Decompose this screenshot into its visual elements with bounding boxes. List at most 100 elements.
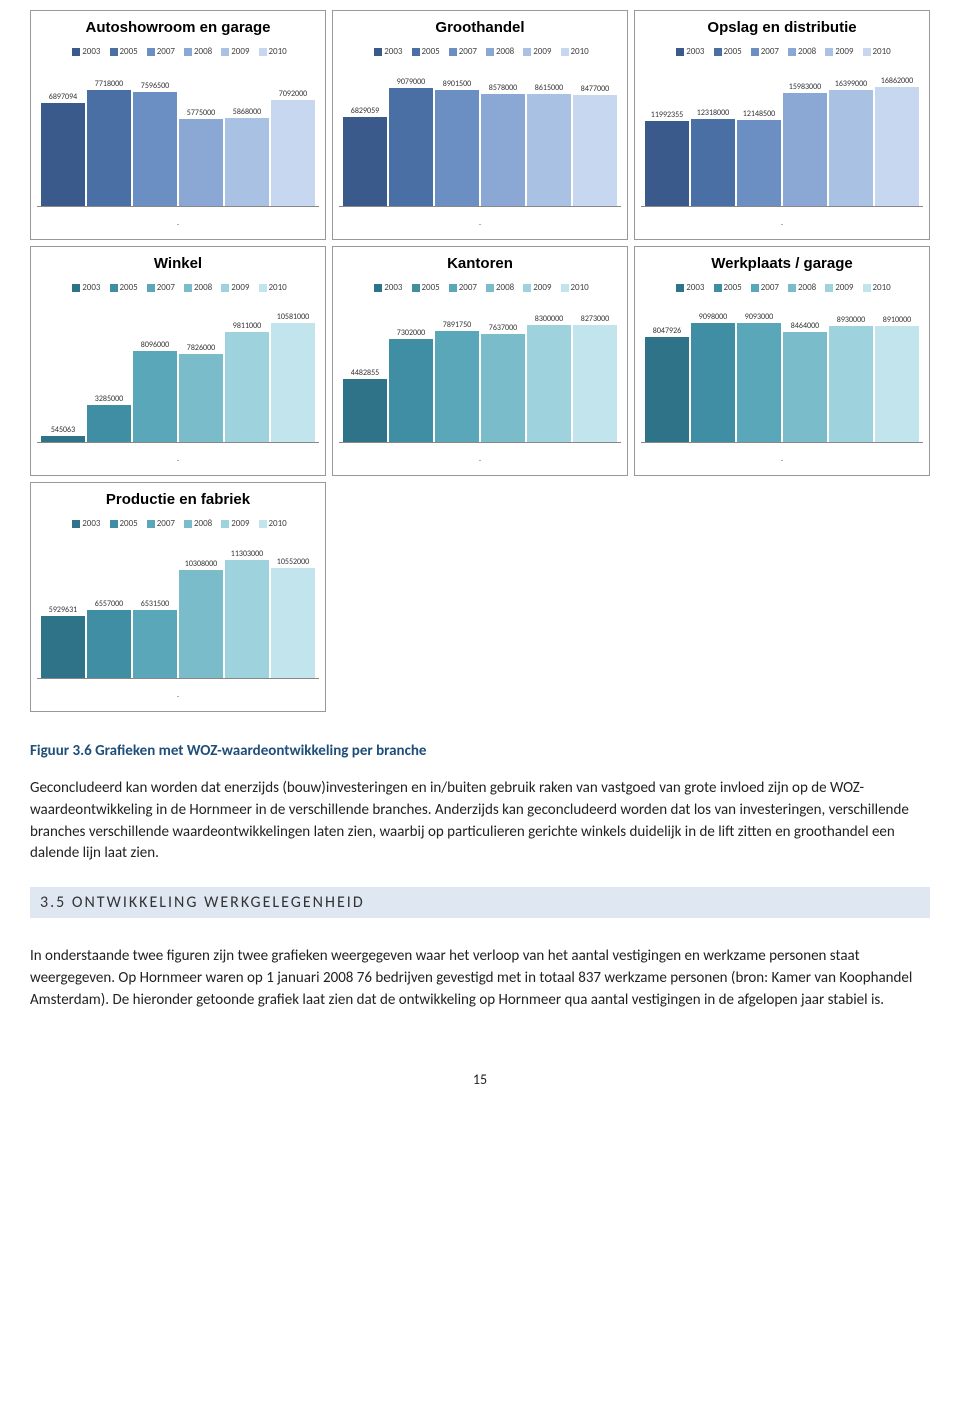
legend-swatch xyxy=(486,48,494,56)
legend-item: 2007 xyxy=(144,518,175,529)
bar-value-label: 9093000 xyxy=(745,313,773,321)
bar xyxy=(225,332,269,442)
legend-item: 2010 xyxy=(256,282,287,293)
bar xyxy=(737,120,781,206)
legend-swatch xyxy=(676,284,684,292)
section-heading: 3.5 ONTWIKKELING WERKGELEGENHEID xyxy=(30,887,930,918)
bar-wrap: 7596500 xyxy=(133,67,177,206)
bars-area: 6829059907900089015008578000861500084770… xyxy=(339,67,621,207)
legend-swatch xyxy=(412,284,420,292)
bar xyxy=(435,90,479,206)
bar xyxy=(133,92,177,206)
axis-placeholder: - xyxy=(339,219,621,230)
legend-swatch xyxy=(110,284,118,292)
chart-cell: Werkplaats / garage200320052007200820092… xyxy=(634,246,930,476)
legend-swatch xyxy=(374,284,382,292)
legend-swatch xyxy=(863,284,871,292)
legend-item: 2009 xyxy=(218,282,249,293)
legend-item: 2003 xyxy=(371,282,402,293)
chart-title: Productie en fabriek xyxy=(37,491,319,508)
bar xyxy=(41,103,85,206)
bar-value-label: 10552000 xyxy=(277,558,309,566)
axis-placeholder: - xyxy=(339,455,621,466)
bar-value-label: 3285000 xyxy=(95,395,123,403)
bar-value-label: 8273000 xyxy=(581,315,609,323)
bar xyxy=(225,560,269,678)
bar-wrap: 15983000 xyxy=(783,67,827,206)
bar xyxy=(179,119,223,206)
bar-wrap: 5775000 xyxy=(179,67,223,206)
legend-item: 2007 xyxy=(446,46,477,57)
legend-swatch xyxy=(147,520,155,528)
legend-item: 2003 xyxy=(673,46,704,57)
legend-swatch xyxy=(788,48,796,56)
paragraph-1: Geconcludeerd kan worden dat enerzijds (… xyxy=(30,778,930,865)
bar xyxy=(481,334,525,442)
legend-swatch xyxy=(110,48,118,56)
bar-value-label: 6531500 xyxy=(141,600,169,608)
bar xyxy=(527,94,571,206)
legend-item: 2003 xyxy=(69,518,100,529)
bar xyxy=(783,332,827,442)
bar-wrap: 7718000 xyxy=(87,67,131,206)
bar-value-label: 7302000 xyxy=(397,329,425,337)
bar-value-label: 9811000 xyxy=(233,322,261,330)
legend-item: 2005 xyxy=(107,282,138,293)
bar-value-label: 12318000 xyxy=(697,109,729,117)
legend-item: 2007 xyxy=(748,46,779,57)
bar xyxy=(87,405,131,442)
bar-wrap: 8578000 xyxy=(481,67,525,206)
legend-swatch xyxy=(374,48,382,56)
bar-value-label: 4482855 xyxy=(351,369,379,377)
bar-value-label: 8578000 xyxy=(489,84,517,92)
bar xyxy=(481,94,525,206)
bar-wrap: 9811000 xyxy=(225,303,269,442)
bar-wrap: 8300000 xyxy=(527,303,571,442)
legend-item: 2009 xyxy=(822,282,853,293)
bar xyxy=(225,118,269,206)
bar xyxy=(133,351,177,442)
bar-value-label: 6829059 xyxy=(351,107,379,115)
legend-swatch xyxy=(449,284,457,292)
bar xyxy=(389,339,433,442)
bar-value-label: 8300000 xyxy=(535,315,563,323)
bar-value-label: 9079000 xyxy=(397,78,425,86)
bar-wrap: 10308000 xyxy=(179,539,223,678)
bar-wrap: 9079000 xyxy=(389,67,433,206)
bar xyxy=(271,100,315,206)
legend-item: 2008 xyxy=(483,282,514,293)
page-number: 15 xyxy=(30,1071,930,1088)
legend-item: 2005 xyxy=(107,46,138,57)
legend-swatch xyxy=(184,520,192,528)
bar xyxy=(783,93,827,206)
bar-wrap: 6829059 xyxy=(343,67,387,206)
bar-wrap: 10552000 xyxy=(271,539,315,678)
axis-placeholder: - xyxy=(37,691,319,702)
chart-cell: Opslag en distributie2003200520072008200… xyxy=(634,10,930,240)
bar-wrap: 6557000 xyxy=(87,539,131,678)
legend-swatch xyxy=(147,48,155,56)
bar-wrap: 7637000 xyxy=(481,303,525,442)
bar-wrap: 8910000 xyxy=(875,303,919,442)
axis-placeholder: - xyxy=(37,219,319,230)
bar xyxy=(573,325,617,442)
bar-value-label: 7596500 xyxy=(141,82,169,90)
legend-item: 2009 xyxy=(822,46,853,57)
bar-wrap: 8901500 xyxy=(435,67,479,206)
bar-wrap: 7891750 xyxy=(435,303,479,442)
bar xyxy=(691,323,735,442)
legend-item: 2010 xyxy=(558,46,589,57)
bar xyxy=(829,90,873,206)
legend-item: 2005 xyxy=(107,518,138,529)
bars-area: 5929631655700065315001030800011303000105… xyxy=(37,539,319,679)
bar xyxy=(133,610,177,678)
bar-wrap: 10581000 xyxy=(271,303,315,442)
chart-cell: Productie en fabriek20032005200720082009… xyxy=(30,482,326,712)
legend-swatch xyxy=(825,284,833,292)
legend-item: 2007 xyxy=(144,282,175,293)
bar-value-label: 8047926 xyxy=(653,327,681,335)
legend-item: 2008 xyxy=(181,518,212,529)
chart-title: Groothandel xyxy=(339,19,621,36)
bar-wrap: 3285000 xyxy=(87,303,131,442)
bar-wrap: 9098000 xyxy=(691,303,735,442)
